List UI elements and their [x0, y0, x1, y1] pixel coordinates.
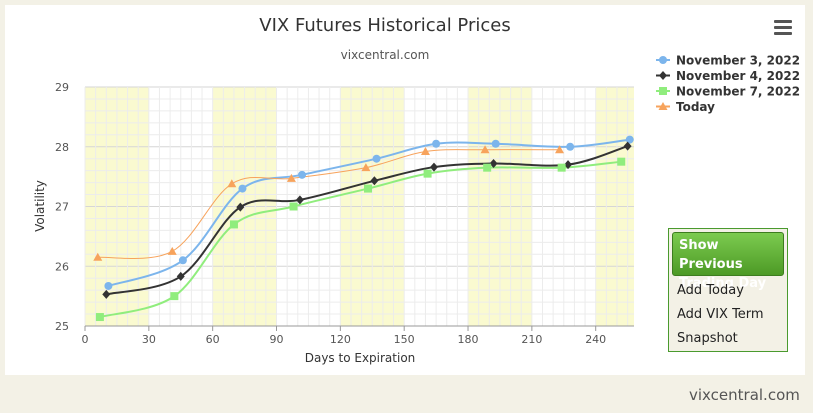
data-point [286, 173, 296, 182]
data-point [229, 220, 238, 229]
y-tick-label: 28 [55, 141, 69, 154]
data-point [423, 169, 432, 178]
data-point [420, 147, 430, 156]
chart-title: VIX Futures Historical Prices [259, 15, 510, 36]
chart-subtitle: vixcentral.com [341, 48, 430, 62]
snapshot-button[interactable]: Snapshot [677, 331, 738, 346]
data-point [566, 142, 575, 151]
vix-futures-chart: 0 30 60 90 120 150 180 210 240 25 26 27 28 29 VIX Fut… [33, 15, 800, 365]
y-axis-title: Volatility [33, 180, 47, 232]
legend-item-label[interactable]: November 7, 2022 [676, 85, 800, 99]
x-tick-label: 120 [330, 333, 351, 346]
legend-symbol-marker [659, 71, 667, 80]
data-point [361, 163, 371, 172]
hamburger-menu-icon[interactable] [772, 18, 794, 36]
data-point [555, 145, 565, 154]
legend-symbol-marker [659, 87, 667, 95]
chart-panel: 0 30 60 90 120 150 180 210 240 25 26 27 28 29 VIX Fut… [5, 5, 805, 375]
data-point [227, 179, 237, 188]
data-point [483, 163, 492, 172]
data-point [364, 184, 373, 193]
data-point [176, 271, 185, 281]
data-point [104, 281, 113, 290]
data-point [623, 141, 632, 151]
data-point [429, 162, 438, 172]
show-previous-trading-day-button[interactable]: Show Previous Trading Day [672, 232, 784, 291]
legend-item-label[interactable]: Today [676, 100, 715, 114]
x-tick-label: 60 [206, 333, 220, 346]
data-point [370, 176, 379, 186]
legend-item-label[interactable]: November 4, 2022 [676, 69, 800, 83]
y-tick-label: 27 [55, 201, 69, 214]
series-line-1 [106, 145, 628, 296]
data-point [236, 202, 245, 212]
data-point [480, 145, 490, 154]
data-point [625, 135, 634, 144]
data-point [102, 289, 111, 299]
watermark: vixcentral.com [689, 386, 800, 404]
x-tick-label: 0 [82, 333, 89, 346]
add-vix-term-button[interactable]: Add VIX Term [677, 307, 764, 322]
data-point [298, 170, 307, 179]
data-point [617, 157, 626, 166]
x-axis-title: Days to Expiration [305, 351, 416, 365]
data-point [557, 163, 566, 172]
data-point [489, 158, 498, 168]
data-point [178, 256, 187, 265]
data-point [372, 154, 381, 163]
sidebar-panel: Show Previous Trading Day Add Today Add … [668, 228, 788, 352]
y-tick-label: 29 [55, 81, 69, 94]
data-point [432, 139, 441, 148]
x-tick-label: 90 [270, 333, 284, 346]
data-point [295, 195, 304, 205]
x-tick-label: 180 [458, 333, 479, 346]
x-tick-label: 210 [521, 333, 542, 346]
data-point [491, 139, 500, 148]
x-tick-label: 240 [585, 333, 606, 346]
x-tick-label: 30 [142, 333, 156, 346]
x-tick-label: 150 [394, 333, 415, 346]
series-line-3 [97, 149, 560, 260]
data-point [170, 292, 179, 301]
data-point [95, 313, 104, 322]
y-tick-label: 26 [55, 260, 69, 273]
legend-item-label[interactable]: November 3, 2022 [676, 54, 800, 68]
data-point [289, 202, 298, 211]
series-line-2 [99, 160, 622, 319]
data-point [564, 160, 573, 170]
y-tick-label: 25 [55, 320, 69, 333]
data-point [238, 184, 247, 193]
data-point [167, 246, 177, 255]
legend-symbol-marker [659, 56, 667, 64]
legend-symbol-marker [658, 102, 668, 110]
series-line-0 [108, 138, 630, 287]
add-today-button[interactable]: Add Today [677, 283, 744, 298]
data-point [93, 252, 103, 261]
